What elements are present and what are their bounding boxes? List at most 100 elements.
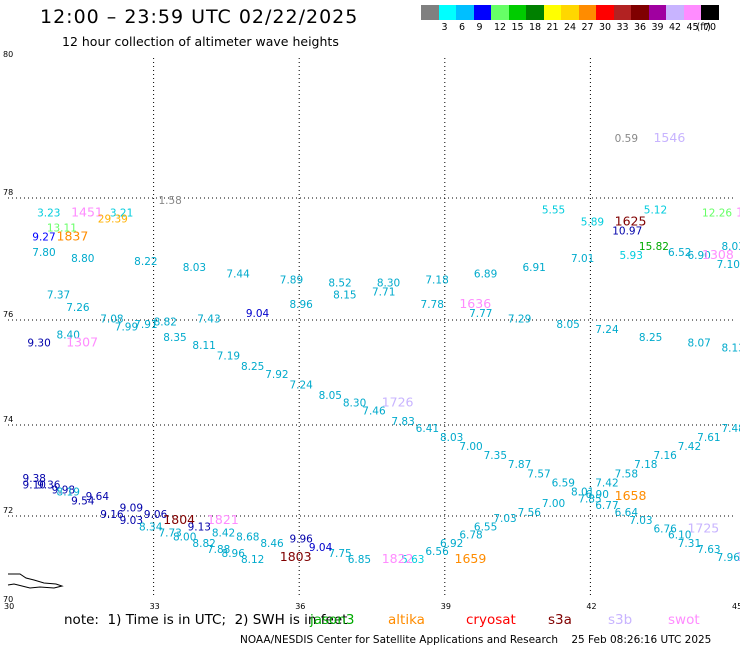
wave-height-label: 7.89 xyxy=(280,274,303,286)
wave-height-label: 6.59 xyxy=(552,477,575,489)
wave-height-label: 10.97 xyxy=(612,226,642,238)
color-scale-tick: 36 xyxy=(634,22,647,33)
color-swatch xyxy=(666,5,684,20)
wave-height-label: 6.89 xyxy=(474,268,497,280)
wave-height-label: 6.10 xyxy=(668,530,691,542)
wave-height-label: 8.19 xyxy=(57,487,80,499)
wave-height-label: 5.12 xyxy=(644,204,667,216)
wave-height-label: 9.16 xyxy=(100,509,124,521)
pass-time-label: 1804 xyxy=(163,512,195,527)
wave-height-label: 7.35 xyxy=(484,450,507,462)
color-scale-tick: 15 xyxy=(511,22,524,33)
wave-height-label: 8.22 xyxy=(134,256,157,268)
color-swatch xyxy=(438,5,456,20)
credit-text: NOAA/NESDIS Center for Satellite Applica… xyxy=(240,634,558,646)
pass-time-label: 1546 xyxy=(653,130,685,145)
wave-height-label: 9.38 xyxy=(23,473,46,485)
lat-tick-label: 76 xyxy=(3,310,13,319)
wave-height-label: 8.03 xyxy=(440,432,463,444)
color-swatch xyxy=(578,5,596,20)
chart-title: 12:00 – 23:59 UTC 02/22/2025 xyxy=(40,6,359,28)
color-swatch xyxy=(526,5,544,20)
color-swatch xyxy=(491,5,509,20)
wave-height-label: 8.52 xyxy=(328,277,351,289)
pass-time-label: 14 xyxy=(736,204,740,219)
wave-height-label: 0.59 xyxy=(615,133,638,145)
wave-height-label: 7.03 xyxy=(493,513,516,525)
wave-height-label: 7.18 xyxy=(634,459,657,471)
wave-height-label: 9.04 xyxy=(246,308,270,320)
wave-height-label: 7.43 xyxy=(197,314,220,326)
color-swatch xyxy=(631,5,649,20)
wave-height-label: 8.03 xyxy=(183,262,206,274)
wave-height-label: 9.10 xyxy=(23,480,46,492)
pass-time-label: 1821 xyxy=(207,512,239,527)
color-scale-tick: 42 xyxy=(669,22,682,33)
wave-height-label: 7.26 xyxy=(66,302,90,314)
pass-time-label: 1837 xyxy=(57,229,89,244)
wave-height-label: 8.13 xyxy=(721,343,740,355)
wave-height-label: 6.85 xyxy=(348,554,371,566)
color-swatch xyxy=(596,5,614,20)
wave-height-label: 7.46 xyxy=(362,406,386,418)
wave-height-label: 9.30 xyxy=(27,337,50,349)
color-swatch xyxy=(473,5,491,20)
lon-tick-label: 39 xyxy=(441,602,451,611)
lon-tick-label: 42 xyxy=(586,602,596,611)
wave-height-label: 8.30 xyxy=(343,398,366,410)
wave-height-label: 7.00 xyxy=(459,441,482,453)
lat-tick-label: 72 xyxy=(3,506,13,515)
wave-height-label: 7.29 xyxy=(508,314,531,326)
wave-height-label: 9.64 xyxy=(86,491,110,503)
wave-height-label: 6.78 xyxy=(459,530,482,542)
wave-height-label: 8.80 xyxy=(71,253,94,265)
wave-height-label: 7.31 xyxy=(678,538,701,550)
color-scale-tick: 9 xyxy=(476,22,483,33)
wave-height-label: 7.87 xyxy=(508,459,531,471)
legend-note: note: 1) Time is in UTC; 2) SWH is in fe… xyxy=(64,612,348,628)
wave-height-label: 9.96 xyxy=(289,534,313,546)
pass-time-label: 1658 xyxy=(615,488,647,503)
wave-height-label: 8.07 xyxy=(687,337,710,349)
satellite-legend-item: jason3 xyxy=(310,612,355,628)
wave-height-label: 7.85 xyxy=(578,493,601,505)
wave-height-label: 9.54 xyxy=(71,496,95,508)
wave-height-label: 7.48 xyxy=(721,423,740,435)
wave-height-label: 7.78 xyxy=(421,299,444,311)
footer-credit: NOAA/NESDIS Center for Satellite Applica… xyxy=(240,634,711,646)
wave-height-label: 7.42 xyxy=(595,477,618,489)
wave-height-label: 7.19 xyxy=(217,350,240,362)
color-swatch xyxy=(508,5,526,20)
wave-height-label: 6.91 xyxy=(522,262,545,274)
wave-height-label: 6.77 xyxy=(595,500,618,512)
satellite-legend-item: s3a xyxy=(548,612,572,628)
color-swatch xyxy=(648,5,666,20)
satellite-legend-item: s3b xyxy=(608,612,633,628)
lon-tick-label: 30 xyxy=(4,602,14,611)
wave-height-label: 8.82 xyxy=(154,316,177,328)
wave-height-label: 3.21 xyxy=(110,207,133,219)
wave-height-label: 7.42 xyxy=(678,441,701,453)
wave-height-label: 9.27 xyxy=(32,232,55,244)
color-scale-tick: 6 xyxy=(459,22,466,33)
wave-height-label: 3.23 xyxy=(37,207,60,219)
wave-height-label: 8.25 xyxy=(241,361,264,373)
wave-height-label: 15.82 xyxy=(639,241,669,253)
color-swatch xyxy=(613,5,631,20)
wave-height-label: 9.13 xyxy=(188,521,211,533)
wave-height-label: 8.40 xyxy=(57,329,80,341)
wave-height-label: 7.61 xyxy=(697,432,720,444)
wave-height-label: 6.90 xyxy=(687,250,710,262)
lon-tick-label: 36 xyxy=(295,602,305,611)
color-scale-tick: 21 xyxy=(546,22,559,33)
wave-height-label: 7.16 xyxy=(653,450,677,462)
wave-height-label: 7.01 xyxy=(571,253,594,265)
wave-height-label: 8.46 xyxy=(260,538,284,550)
color-scale-tick: 12 xyxy=(494,22,507,33)
lat-tick-label: 78 xyxy=(3,188,13,197)
wave-height-label: 7.77 xyxy=(469,308,492,320)
wave-height-label: 6.56 xyxy=(425,546,449,558)
wave-height-label: 8.34 xyxy=(139,521,163,533)
color-scale-tick: 39 xyxy=(651,22,664,33)
